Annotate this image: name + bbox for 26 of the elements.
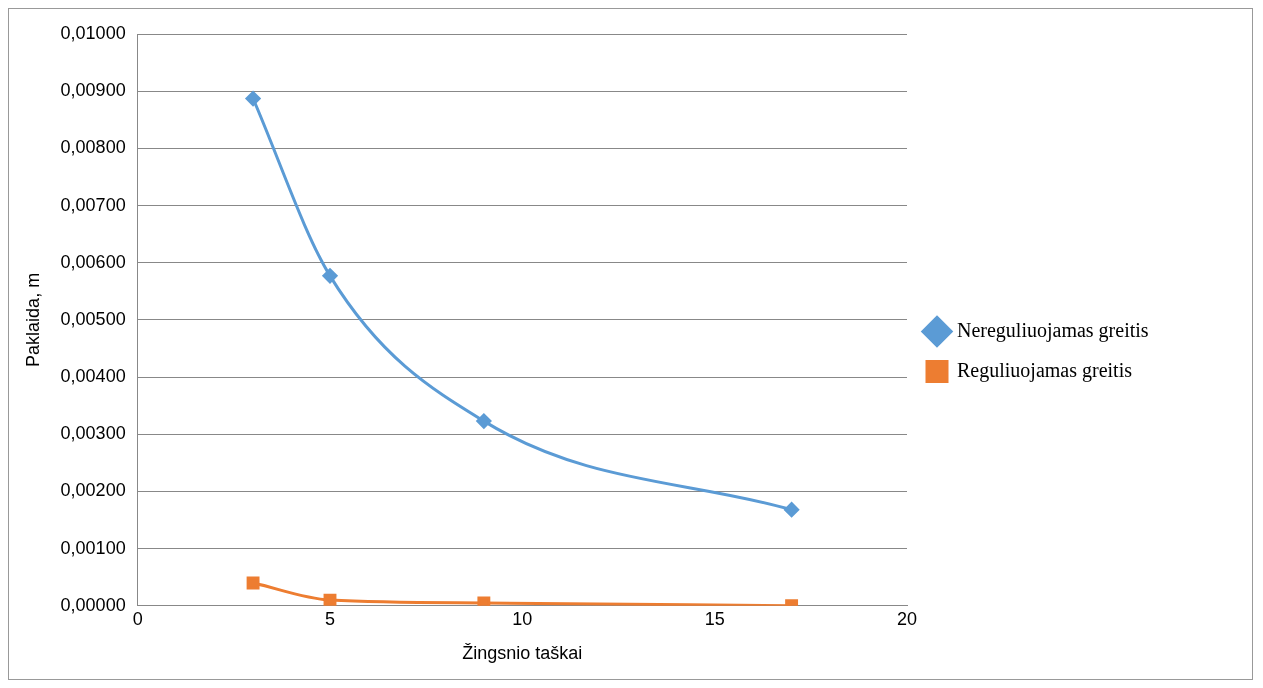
y-tick-label: 0,00000: [60, 594, 126, 615]
x-tick-label: 5: [324, 608, 336, 629]
point: [322, 268, 338, 284]
y-tick-label: 0,00400: [60, 366, 126, 387]
y-tick-label: 0,00500: [60, 308, 126, 329]
y-axis-title: Paklaida, m: [22, 272, 43, 367]
legend-label: Reguliuojamas greitis: [957, 358, 1133, 382]
point: [476, 413, 492, 429]
x-tick-label: 20: [896, 608, 918, 629]
point: [246, 576, 260, 590]
point: [477, 596, 491, 606]
x-tick-label: 15: [704, 608, 725, 629]
y-tick-label: 0,00600: [60, 251, 126, 272]
point: [784, 502, 800, 518]
x-tick-label: 10: [512, 608, 533, 629]
x-tick-label: 0: [132, 608, 143, 629]
x-axis-title: Žingsnio taškai: [462, 643, 583, 664]
point: [245, 91, 261, 107]
y-tick-label: 0,00200: [60, 480, 126, 501]
y-tick-label: 0,00900: [60, 80, 126, 101]
legend-label: Nereguliuojamas greitis: [957, 318, 1149, 342]
y-tick-label: 0,00100: [60, 537, 126, 558]
y-tick-label: 0,00800: [60, 137, 126, 158]
y-tick-label: 0,01000: [60, 22, 126, 43]
y-tick-label: 0,00300: [60, 423, 126, 444]
y-tick-label: 0,00700: [60, 194, 126, 215]
